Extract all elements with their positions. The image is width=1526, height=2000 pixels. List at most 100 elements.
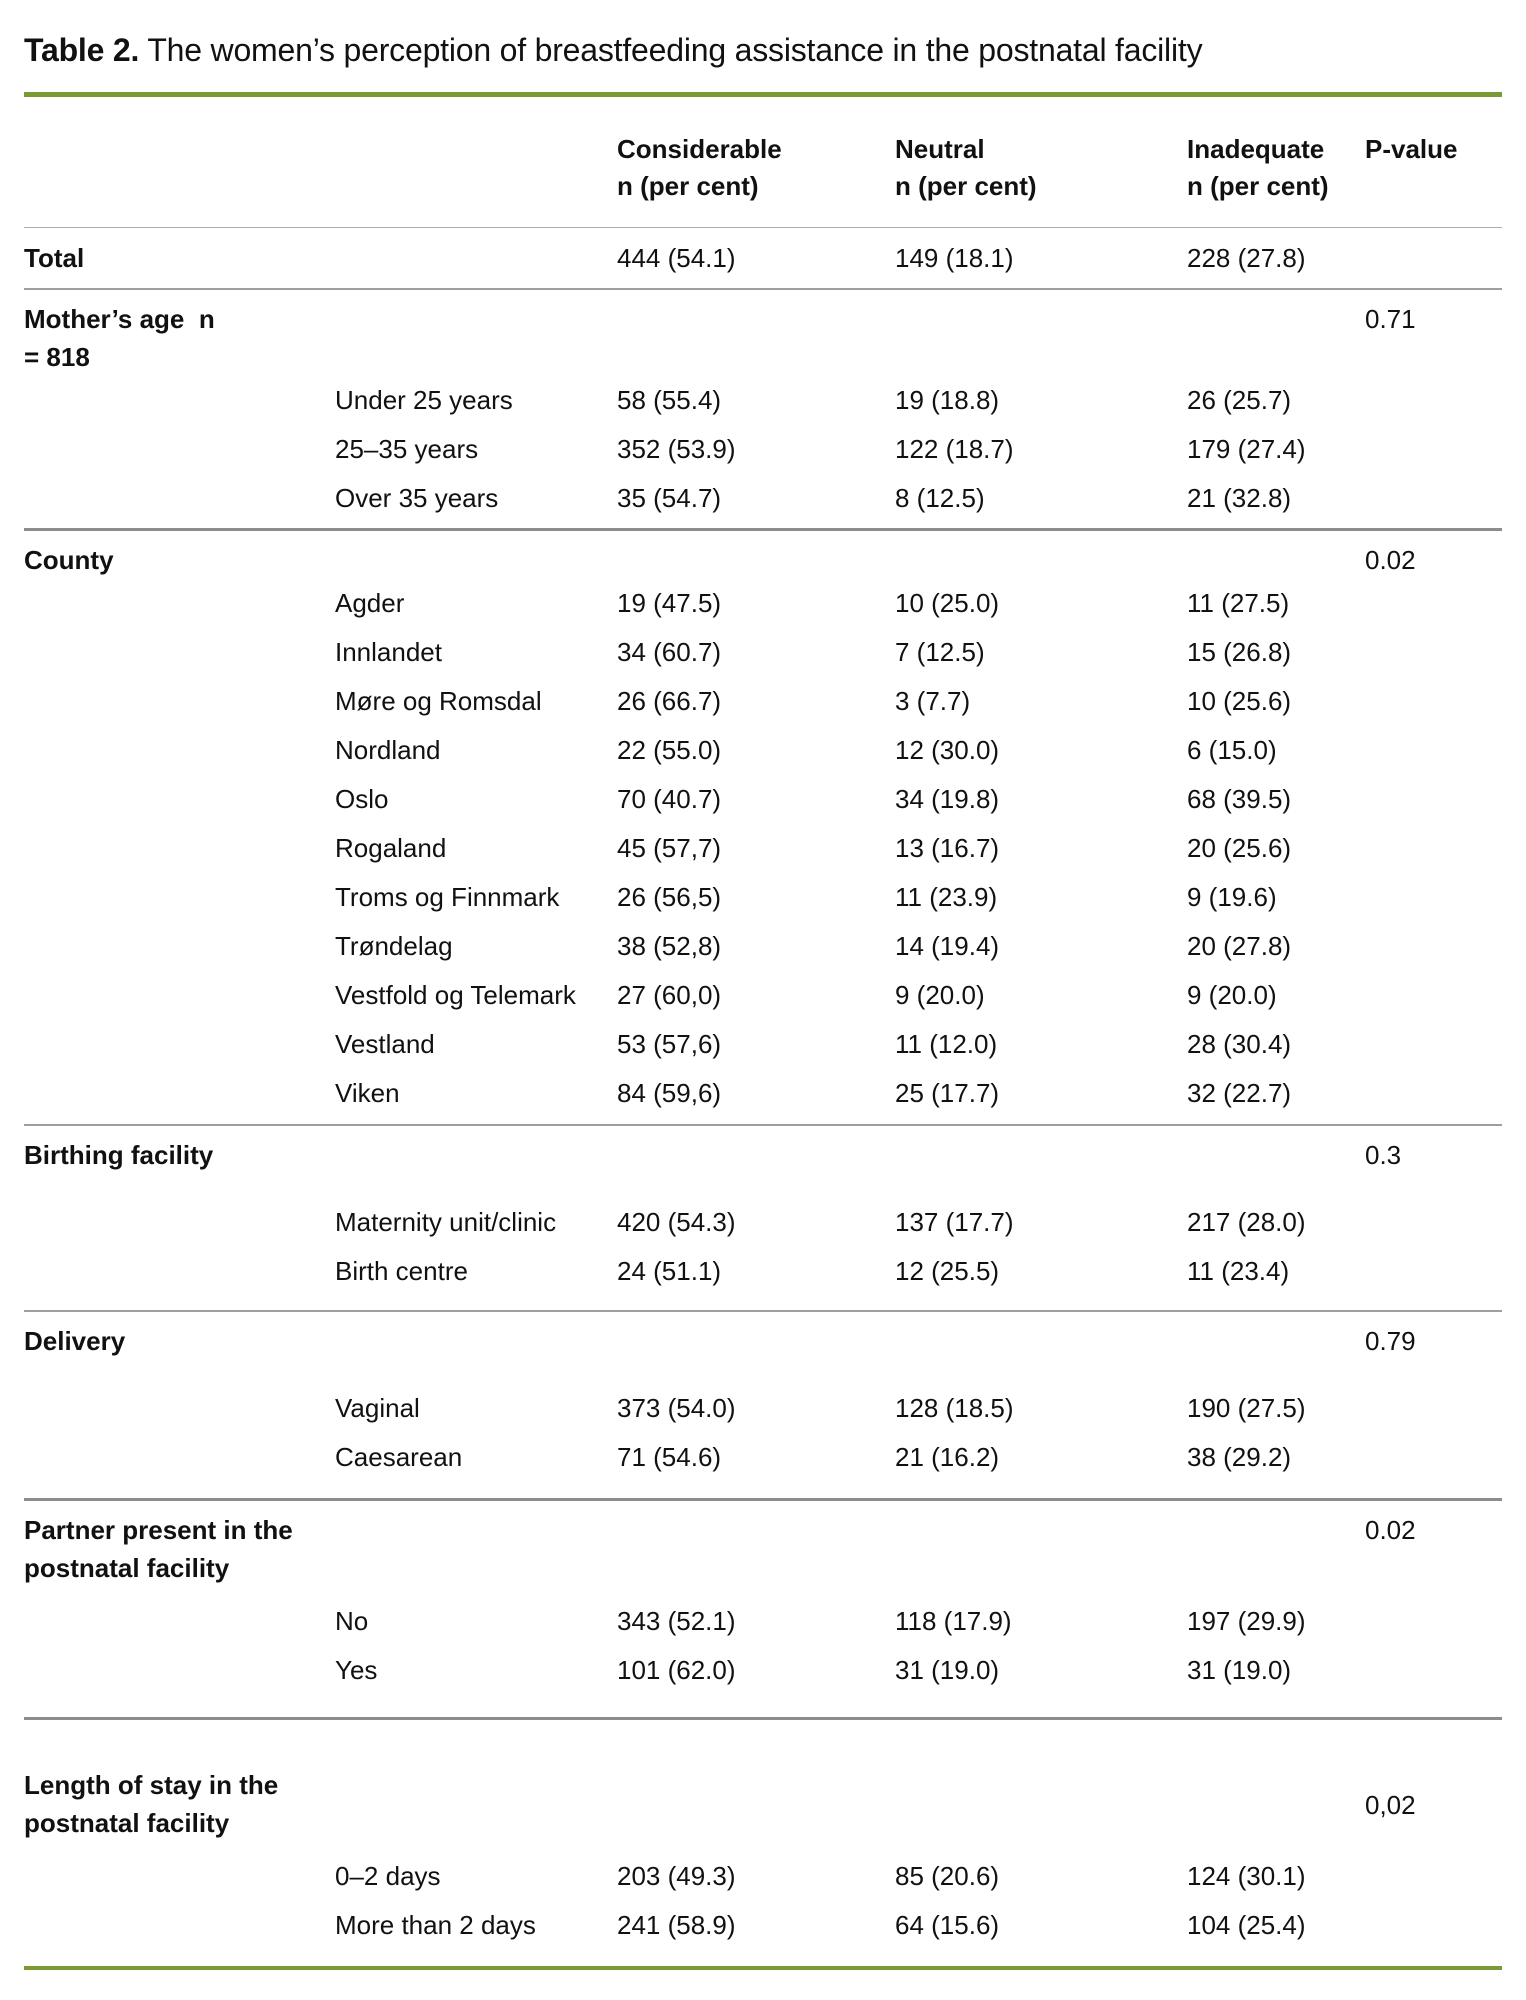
cell-neutral: 14 (19.4) <box>895 931 1000 961</box>
cell-considerable: 58 (55.4) <box>617 385 722 415</box>
cell-neutral: 122 (18.7) <box>895 434 1014 464</box>
cell-neutral: 3 (7.7) <box>895 686 971 716</box>
cell-inadequate: 228 (27.8) <box>1187 243 1306 273</box>
column-sublabel: n (per cent) <box>1187 171 1329 201</box>
section: Partner present in the postnatal facilit… <box>24 1498 1502 1717</box>
section-header-row: County 0.02 <box>24 541 1502 579</box>
cell-inadequate: 11 (27.5) <box>1187 588 1290 618</box>
row-label: Agder <box>335 588 405 618</box>
spacer <box>24 677 335 726</box>
section-pvalue: 0,02 <box>1365 1790 1416 1820</box>
cell-inadequate: 10 (25.6) <box>1187 686 1292 716</box>
spacer <box>24 1020 335 1069</box>
column-label: P-value <box>1365 134 1458 164</box>
spacer <box>335 228 617 288</box>
row-label: More than 2 days <box>335 1910 536 1940</box>
cell-considerable: 27 (60,0) <box>617 980 722 1010</box>
column-sublabel: n (per cent) <box>617 171 759 201</box>
column-header-considerable: Considerable n (per cent) <box>617 131 895 205</box>
cell-neutral: 25 (17.7) <box>895 1078 1000 1108</box>
cell-neutral: 7 (12.5) <box>895 637 985 667</box>
cell-considerable: 53 (57,6) <box>617 1029 722 1059</box>
section-pvalue: 0.02 <box>1365 1515 1416 1545</box>
section-header-row: Partner present in the postnatal facilit… <box>24 1511 1502 1587</box>
column-header-neutral: Neutral n (per cent) <box>895 131 1187 205</box>
cell-inadequate: 31 (19.0) <box>1187 1655 1292 1685</box>
section-pvalue: 0.71 <box>1365 304 1416 334</box>
cell-considerable: 26 (66.7) <box>617 686 722 716</box>
spacer <box>1365 677 1502 726</box>
section-header: Mother’s age n = 818 <box>24 304 215 372</box>
row-label: 25–35 years <box>335 434 479 464</box>
spacer <box>1365 824 1502 873</box>
table-row: Yes 101 (62.0) 31 (19.0) 31 (19.0) <box>24 1646 1502 1695</box>
table-sections: Mother’s age n = 818 0.71 Under 25 years 58… <box>24 288 1502 1966</box>
cell-considerable: 343 (52.1) <box>617 1606 736 1636</box>
spacer <box>24 775 335 824</box>
cell-inadequate: 68 (39.5) <box>1187 784 1292 814</box>
cell-considerable: 26 (56,5) <box>617 882 722 912</box>
spacer <box>1365 873 1502 922</box>
spacer <box>24 1069 335 1118</box>
column-label: Neutral <box>895 134 985 164</box>
row-label: Rogaland <box>335 833 447 863</box>
section-header-row: Length of stay in the postnatal facility… <box>24 1766 1502 1842</box>
table-row: Caesarean 71 (54.6) 21 (16.2) 38 (29.2) <box>24 1433 1502 1482</box>
section: County 0.02 Agder 19 (47.5) 10 (25.0) 11 (27.… <box>24 528 1502 1124</box>
spacer <box>1365 971 1502 1020</box>
column-label: Considerable <box>617 134 782 164</box>
cell-inadequate: 28 (30.4) <box>1187 1029 1292 1059</box>
row-label: Over 35 years <box>335 483 499 513</box>
cell-neutral: 137 (17.7) <box>895 1207 1014 1237</box>
section: Delivery 0.79 Vaginal 373 (54.0) 128 (18.5) 1… <box>24 1310 1502 1498</box>
bottom-rule <box>24 1966 1502 1970</box>
cell-neutral: 34 (19.8) <box>895 784 1000 814</box>
cell-inadequate: 20 (27.8) <box>1187 931 1292 961</box>
cell-considerable: 38 (52,8) <box>617 931 722 961</box>
top-rule <box>24 92 1502 97</box>
spacer <box>1365 579 1502 628</box>
spacer <box>24 628 335 677</box>
table-row: Over 35 years 35 (54.7) 8 (12.5) 21 (32.8) <box>24 474 1502 523</box>
table-row: Innlandet 34 (60.7) 7 (12.5) 15 (26.8) <box>24 628 1502 677</box>
table-row: Maternity unit/clinic 420 (54.3) 137 (17.7… <box>24 1198 1502 1247</box>
spacer <box>1365 425 1502 474</box>
cell-considerable: 84 (59,6) <box>617 1078 722 1108</box>
spacer <box>1365 1901 1502 1950</box>
cell-considerable: 101 (62.0) <box>617 1655 736 1685</box>
spacer <box>24 824 335 873</box>
cell-inadequate: 124 (30.1) <box>1187 1861 1306 1891</box>
row-label: Maternity unit/clinic <box>335 1207 557 1237</box>
row-label: Vestland <box>335 1029 435 1059</box>
spacer <box>24 971 335 1020</box>
column-label: Inadequate <box>1187 134 1325 164</box>
column-sublabel: n (per cent) <box>895 171 1037 201</box>
cell-considerable: 22 (55.0) <box>617 735 722 765</box>
section: Length of stay in the postnatal facility… <box>24 1717 1502 1966</box>
spacer <box>24 1852 335 1901</box>
cell-inadequate: 217 (28.0) <box>1187 1207 1306 1237</box>
cell-neutral: 64 (15.6) <box>895 1910 1000 1940</box>
table-row: Nordland 22 (55.0) 12 (30.0) 6 (15.0) <box>24 726 1502 775</box>
section-pvalue: 0.02 <box>1365 545 1416 575</box>
spacer <box>24 1247 335 1296</box>
row-label: Under 25 years <box>335 385 513 415</box>
cell-inadequate: 9 (19.6) <box>1187 882 1277 912</box>
spacer <box>24 376 335 425</box>
cell-neutral: 19 (18.8) <box>895 385 1000 415</box>
cell-considerable: 70 (40.7) <box>617 784 722 814</box>
table-row: Viken 84 (59,6) 25 (17.7) 32 (22.7) <box>24 1069 1502 1118</box>
row-label: Nordland <box>335 735 441 765</box>
section-rows: Agder 19 (47.5) 10 (25.0) 11 (27.5) Innlande… <box>24 579 1502 1118</box>
cell-considerable: 34 (60.7) <box>617 637 722 667</box>
cell-inadequate: 197 (29.9) <box>1187 1606 1306 1636</box>
cell-neutral: 8 (12.5) <box>895 483 985 513</box>
cell-neutral: 12 (30.0) <box>895 735 1000 765</box>
section-rows: No 343 (52.1) 118 (17.9) 197 (29.9) Yes 101 (… <box>24 1597 1502 1695</box>
cell-inadequate: 15 (26.8) <box>1187 637 1292 667</box>
table-row: Vestland 53 (57,6) 11 (12.0) 28 (30.4) <box>24 1020 1502 1069</box>
spacer <box>1365 1597 1502 1646</box>
table-row: Birth centre 24 (51.1) 12 (25.5) 11 (23.4) <box>24 1247 1502 1296</box>
row-label: Total <box>24 243 85 273</box>
column-header-inadequate: Inadequate n (per cent) <box>1187 131 1365 205</box>
